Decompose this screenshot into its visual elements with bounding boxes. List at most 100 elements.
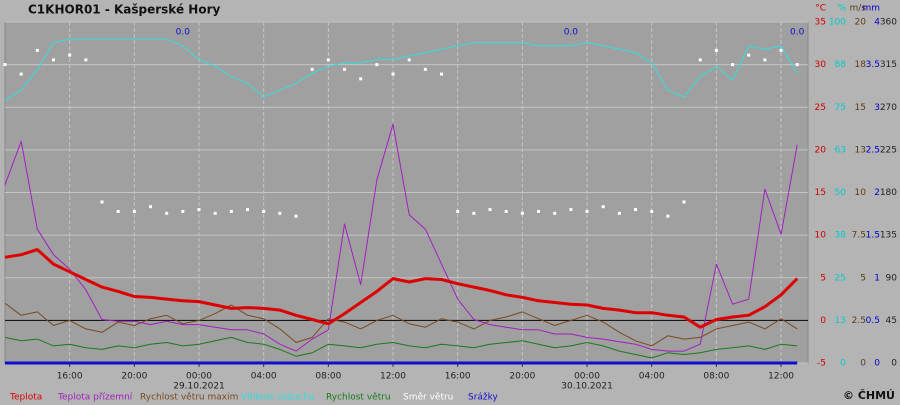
direction-dot	[213, 211, 217, 215]
series-line	[4, 38, 798, 101]
y-tick-label: 270	[880, 103, 897, 113]
y-tick-label: 100	[829, 18, 846, 28]
y-tick-label: 35	[815, 18, 826, 28]
x-tick-label: 00:00	[186, 372, 212, 382]
direction-dot	[246, 208, 250, 212]
direction-dot	[3, 63, 7, 67]
direction-dot	[229, 209, 233, 213]
direction-dot	[407, 58, 411, 62]
y-tick-label: 18	[855, 60, 867, 70]
direction-dot	[456, 209, 460, 213]
direction-dot	[488, 208, 492, 212]
x-tick-label: 20:00	[121, 372, 147, 382]
date-label: 30.10.2021	[561, 382, 613, 392]
direction-dot	[569, 208, 573, 212]
direction-dot	[165, 211, 169, 215]
series-line	[4, 336, 798, 359]
y-tick-label: 20	[855, 18, 867, 28]
y-tick-label: 2.5	[866, 145, 880, 155]
direction-dot	[181, 209, 185, 213]
series-line	[4, 302, 798, 347]
y-tick-label: 13	[855, 145, 866, 155]
direction-dot	[52, 58, 56, 62]
direction-dot	[585, 209, 589, 213]
direction-dot	[391, 72, 395, 76]
direction-dot	[779, 48, 783, 52]
direction-dot	[84, 58, 88, 62]
legend-entry: Srážky	[468, 393, 499, 403]
direction-dot	[359, 77, 363, 81]
direction-dot	[763, 58, 767, 62]
y-tick-label: 15	[815, 188, 826, 198]
chart-title: C1KHOR01 - Kašperské Hory	[28, 3, 220, 17]
direction-dot	[35, 48, 39, 52]
annotation: 0.0	[564, 28, 579, 38]
legend-entry: Rychlost větru	[326, 393, 391, 403]
direction-dot	[537, 209, 541, 213]
axis-unit: m/s	[850, 4, 867, 14]
y-tick-label: -5	[817, 359, 826, 369]
direction-dot	[262, 209, 266, 213]
x-tick-label: 12:00	[768, 372, 794, 382]
y-tick-label: 0	[860, 359, 866, 369]
y-tick-label: 0	[840, 359, 846, 369]
direction-dot	[440, 72, 444, 76]
y-tick-label: 135	[880, 231, 897, 241]
date-label: 29.10.2021	[173, 382, 225, 392]
y-tick-label: 0	[820, 316, 826, 326]
series-line	[4, 123, 798, 352]
axis-unit: °C	[815, 4, 826, 14]
y-tick-label: 20	[815, 145, 827, 155]
y-tick-label: 1.5	[866, 231, 880, 241]
y-tick-label: 180	[880, 188, 897, 198]
direction-dot	[747, 53, 751, 57]
y-tick-label: 2.5	[852, 316, 866, 326]
direction-dot	[116, 209, 120, 213]
y-tick-label: 25	[815, 103, 826, 113]
direction-dot	[731, 63, 735, 67]
y-tick-label: 88	[835, 60, 847, 70]
x-tick-label: 04:00	[251, 372, 277, 382]
direction-dot	[714, 48, 718, 52]
direction-dot	[326, 58, 330, 62]
y-tick-label: 10	[815, 231, 827, 241]
y-tick-label: 0.5	[866, 316, 880, 326]
direction-dot	[423, 67, 427, 71]
y-tick-label: 90	[886, 273, 898, 283]
y-tick-label: 10	[855, 188, 867, 198]
direction-dot	[520, 211, 524, 215]
y-tick-label: 13	[835, 316, 846, 326]
x-tick-label: 12:00	[380, 372, 406, 382]
y-tick-label: 5	[820, 273, 826, 283]
direction-dot	[617, 211, 621, 215]
direction-dot	[68, 53, 72, 57]
y-tick-label: 315	[880, 60, 897, 70]
y-tick-label: 3.5	[866, 60, 880, 70]
y-tick-label: 225	[880, 145, 897, 155]
x-tick-label: 04:00	[639, 372, 665, 382]
x-tick-label: 16:00	[57, 372, 83, 382]
y-tick-label: 15	[855, 103, 866, 113]
annotation: 0.0	[176, 28, 191, 38]
y-tick-label: 7.5	[852, 231, 866, 241]
axis-unit: %	[837, 4, 846, 14]
direction-dot	[310, 67, 314, 71]
direction-dot	[504, 209, 508, 213]
y-tick-label: 25	[835, 273, 846, 283]
y-tick-label: 63	[835, 145, 846, 155]
legend-entry: Rychlost větru maxim	[140, 393, 238, 403]
direction-dot	[698, 58, 702, 62]
direction-dot	[682, 200, 686, 204]
y-tick-label: 1	[874, 273, 880, 283]
direction-dot	[132, 209, 136, 213]
annotation: 0.0	[790, 28, 805, 38]
y-tick-label: 50	[835, 188, 847, 198]
legend-entry: Teplota	[9, 393, 42, 403]
direction-dot	[100, 200, 104, 204]
y-tick-label: 0	[891, 359, 897, 369]
y-tick-label: 360	[880, 18, 897, 28]
x-tick-label: 16:00	[445, 372, 471, 382]
legend-entry: Vlhkost vzduchu	[241, 393, 315, 403]
